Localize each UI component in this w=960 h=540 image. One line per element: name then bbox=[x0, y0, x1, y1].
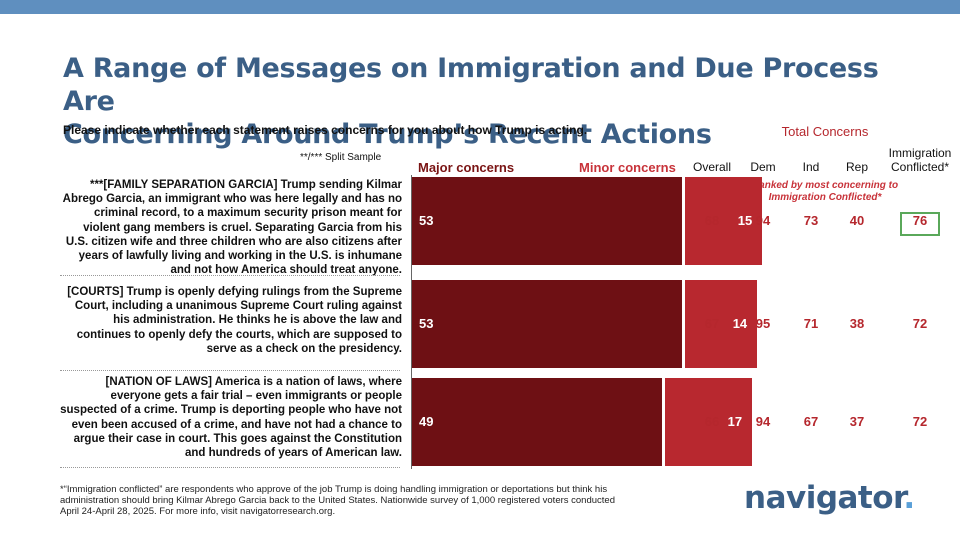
data-label-major: 53 bbox=[419, 316, 434, 331]
footnote: *“Immigration conflicted” are respondent… bbox=[60, 484, 615, 517]
ranked-note: Ranked by most concerning to Immigration… bbox=[740, 180, 910, 204]
data-label-major: 49 bbox=[419, 414, 434, 429]
value-immig: 72 bbox=[912, 414, 928, 429]
row-divider bbox=[60, 467, 400, 468]
data-label-minor: 17 bbox=[727, 414, 743, 429]
bar-major-concerns bbox=[412, 177, 683, 265]
value-dem: 94 bbox=[755, 414, 771, 429]
bar-major-concerns bbox=[412, 378, 662, 466]
ranked-note-line-1: Ranked by most concerning to bbox=[751, 180, 899, 191]
top-accent-bar bbox=[0, 0, 960, 14]
value-immig: 72 bbox=[912, 316, 928, 331]
value-overall: 68 bbox=[704, 213, 720, 228]
bar-minor-concerns bbox=[685, 177, 762, 265]
total-concerns-header: Total Concerns bbox=[781, 124, 869, 139]
value-dem: 94 bbox=[755, 213, 771, 228]
column-header-dem: Dem bbox=[750, 160, 776, 174]
value-rep: 40 bbox=[849, 213, 865, 228]
column-header-ind: Ind bbox=[802, 160, 820, 174]
legend-minor-concerns: Minor concerns bbox=[579, 160, 676, 175]
legend-major-concerns: Major concerns bbox=[418, 160, 515, 175]
column-header-immig-line-1: Immigration bbox=[888, 146, 952, 160]
ranked-note-line-2: Immigration Conflicted* bbox=[768, 192, 882, 203]
value-ind: 73 bbox=[803, 213, 819, 228]
row-divider bbox=[60, 370, 400, 371]
column-header-overall: Overall bbox=[692, 160, 731, 174]
value-dem: 95 bbox=[755, 316, 771, 331]
value-immig: 76 bbox=[912, 213, 928, 228]
split-sample-note: **/*** Split Sample bbox=[300, 152, 382, 163]
title-line-1: A Range of Messages on Immigration and D… bbox=[63, 53, 879, 117]
statement-text: [COURTS] Trump is openly defying rulings… bbox=[67, 286, 402, 355]
bar-minor-concerns bbox=[664, 378, 752, 466]
highlight-box bbox=[900, 212, 940, 236]
data-label-major: 53 bbox=[419, 213, 434, 228]
statement-text: [NATION OF LAWS] America is a nation of … bbox=[60, 376, 402, 460]
value-ind: 71 bbox=[803, 316, 819, 331]
data-label-minor: 14 bbox=[732, 316, 748, 331]
bar-major-concerns bbox=[412, 280, 683, 368]
value-rep: 37 bbox=[849, 414, 865, 429]
question-text: Please indicate whether each statement r… bbox=[63, 123, 588, 137]
logo-dot: . bbox=[903, 480, 915, 516]
value-ind: 67 bbox=[803, 414, 819, 429]
value-overall: 66 bbox=[704, 414, 720, 429]
value-overall: 67 bbox=[704, 316, 720, 331]
bar-minor-concerns bbox=[685, 280, 757, 368]
column-header-immigration-conflicted: Immigration Conflicted* bbox=[880, 146, 960, 174]
column-header-rep: Rep bbox=[845, 160, 868, 174]
navigator-logo: navigator. bbox=[744, 480, 915, 516]
title-line-2: Concerning Around Trump’s Recent Actions bbox=[63, 119, 712, 150]
logo-text: navigator bbox=[744, 480, 904, 516]
column-header-immig-line-2: Conflicted* bbox=[890, 160, 950, 174]
statement-text: ***[FAMILY SEPARATION GARCIA] Trump send… bbox=[62, 179, 402, 277]
data-label-minor: 15 bbox=[737, 213, 753, 228]
row-divider bbox=[60, 275, 400, 276]
value-rep: 38 bbox=[849, 316, 865, 331]
chart-baseline bbox=[411, 175, 412, 469]
page-title: A Range of Messages on Immigration and D… bbox=[63, 52, 923, 151]
